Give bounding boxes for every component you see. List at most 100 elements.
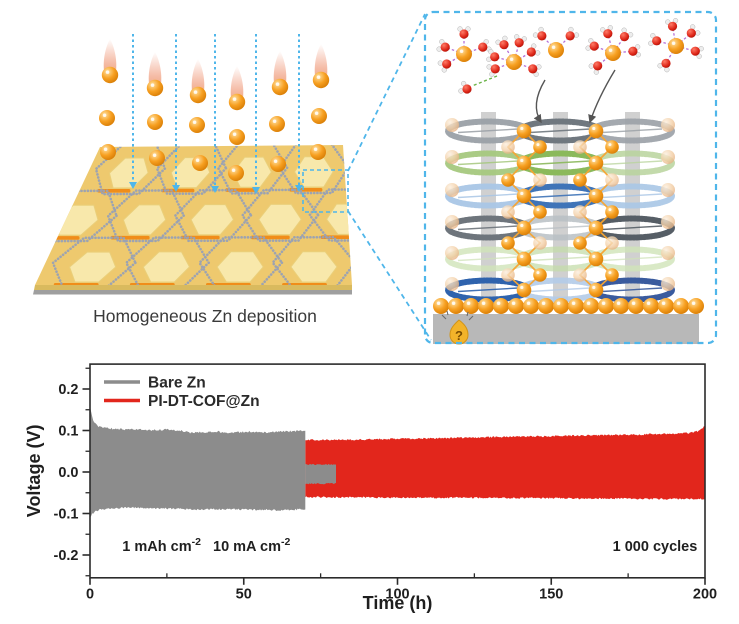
sphere-highlight (520, 126, 524, 131)
sphere-highlight (316, 75, 321, 79)
lightbulb-question-icon: ? (455, 328, 463, 343)
hydrated-zn-ion (456, 46, 472, 62)
falling-zn-ion (147, 114, 163, 130)
hexagonal-zn-tile (216, 251, 264, 283)
faded-zn-ion (445, 215, 459, 229)
zn-deposit-bar (129, 283, 175, 285)
zn-water-bond (671, 26, 676, 41)
faded-zn-ion (501, 140, 515, 154)
inset-dashed-border (423, 10, 718, 345)
hydrogen-atom (521, 36, 527, 42)
zn-electrode-sphere (643, 298, 659, 314)
sphere-highlight (273, 159, 278, 163)
zn-water-bond (665, 50, 674, 64)
zn-ion-in-cof (516, 155, 532, 171)
hydrogen-atom (532, 32, 539, 38)
water-molecule (514, 38, 524, 48)
cof-ring-bond (457, 287, 519, 293)
zn-substrate (433, 314, 699, 344)
hydrogen-atom (588, 63, 594, 69)
zn-deposit-bar (206, 283, 251, 285)
pi-dt-cof-zn-band (305, 426, 705, 500)
cof-ring-bond (529, 287, 591, 293)
leader-line-bottom (347, 210, 432, 341)
cof-lattice-hexagon (155, 145, 228, 196)
zn-water-bond (607, 33, 613, 48)
hexagonal-zn-tile (142, 251, 191, 283)
water-molecule (686, 28, 696, 38)
sphere-highlight (586, 301, 591, 305)
sphere-highlight (195, 158, 200, 162)
falling-zn-ion (189, 117, 205, 133)
hexagonal-zn-tile (122, 204, 167, 236)
areal-capacity-label: 1 mAh cm-2 (122, 536, 201, 555)
zn-ion-in-cof (516, 123, 532, 139)
faded-zn-ion (501, 173, 515, 187)
sphere-highlight (592, 191, 596, 196)
water-molecule (537, 31, 547, 41)
sphere-highlight (313, 147, 318, 151)
sphere-highlight (608, 271, 612, 275)
sphere-highlight (592, 285, 596, 290)
zn-water-bond (559, 35, 571, 47)
hydrated-zn-cluster (436, 26, 492, 73)
hydrogen-atom (600, 27, 606, 33)
zn-water-bond (541, 35, 553, 47)
y-tick-label: 0.2 (58, 382, 78, 398)
zn-ion-in-cof (588, 155, 604, 171)
zn-ion-in-cof (533, 268, 547, 282)
hydrated-zn-cluster (486, 34, 542, 77)
cof-lattice-hexagon (124, 236, 210, 285)
sphere-highlight (608, 48, 613, 52)
zn-electrode-sphere (568, 298, 584, 314)
cof-ring-bond (529, 160, 591, 166)
zn-electrode-sphere (628, 298, 644, 314)
zn-deposit-bar (97, 189, 131, 193)
water-molecule (478, 42, 488, 52)
hydrogen-atom (488, 49, 494, 55)
cof-ring-bond (601, 160, 663, 166)
cof-ring-bond (601, 193, 663, 199)
zn-water-bond (494, 56, 509, 62)
sphere-highlight (592, 158, 596, 163)
falling-zn-ion (229, 129, 245, 145)
zn-ion-in-cof (516, 251, 532, 267)
faded-zn-ion (661, 246, 675, 260)
cof-ring-bond (601, 225, 663, 231)
hydrogen-atom (457, 26, 463, 32)
cof-lattice-hexagon (308, 188, 352, 242)
sphere-highlight (520, 285, 524, 290)
falling-zn-ion (228, 93, 246, 111)
plate-edge (34, 285, 352, 290)
sphere-highlight (150, 83, 155, 87)
sphere-highlight (592, 223, 596, 228)
deposition-arrowhead (252, 187, 260, 194)
flame-tail (191, 59, 205, 91)
sphere-highlight (536, 143, 540, 147)
sphere-highlight (608, 208, 612, 212)
sphere-highlight (671, 41, 676, 45)
faded-zn-ion (445, 150, 459, 164)
zn-ion-in-cof (516, 220, 532, 236)
water-molecule (603, 29, 613, 39)
zn-electrode-sphere (463, 298, 479, 314)
x-tick-label: 200 (693, 586, 717, 602)
zn-water-bond (514, 42, 520, 57)
faded-zn-ion (445, 183, 459, 197)
cof-ring-bond (457, 193, 519, 199)
bare-zn-band (90, 406, 306, 518)
zn-electrode-sphere (598, 298, 614, 314)
zn-deposit-bar (40, 236, 80, 240)
sphere-highlight (571, 301, 576, 305)
legend-label-pi-dt-cof-zn: PI-DT-COF@Zn (148, 393, 260, 410)
water-molecule (628, 46, 638, 56)
bare-zn-tail-band (305, 463, 336, 485)
sphere-highlight (459, 49, 464, 53)
sphere-highlight (646, 301, 651, 305)
sphere-highlight (496, 301, 501, 305)
zn-ion-in-cof (533, 205, 547, 219)
deposition-arrowhead (129, 182, 137, 189)
x-tick-label: 150 (539, 586, 563, 602)
zn-water-bond (681, 46, 696, 52)
